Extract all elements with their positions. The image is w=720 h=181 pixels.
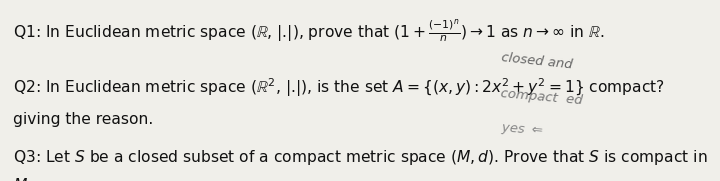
- Text: compact  ed: compact ed: [500, 87, 583, 107]
- Text: giving the reason.: giving the reason.: [13, 112, 153, 127]
- Text: Q1: In Euclidean metric space ($\mathbb{R}$, |.|), prove that $(1 + \frac{(-1)^n: Q1: In Euclidean metric space ($\mathbb{…: [13, 18, 604, 45]
- Text: yes $\Leftarrow$: yes $\Leftarrow$: [500, 121, 544, 140]
- Text: Q3: Let $S$ be a closed subset of a compact metric space $(M, d)$. Prove that $S: Q3: Let $S$ be a closed subset of a comp…: [13, 148, 708, 167]
- Text: Q2: In Euclidean metric space ($\mathbb{R}^2$, |.|), is the set $A = \{(x,y): 2x: Q2: In Euclidean metric space ($\mathbb{…: [13, 76, 665, 99]
- Text: $M$.: $M$.: [13, 177, 32, 181]
- Text: closed and: closed and: [500, 51, 573, 71]
